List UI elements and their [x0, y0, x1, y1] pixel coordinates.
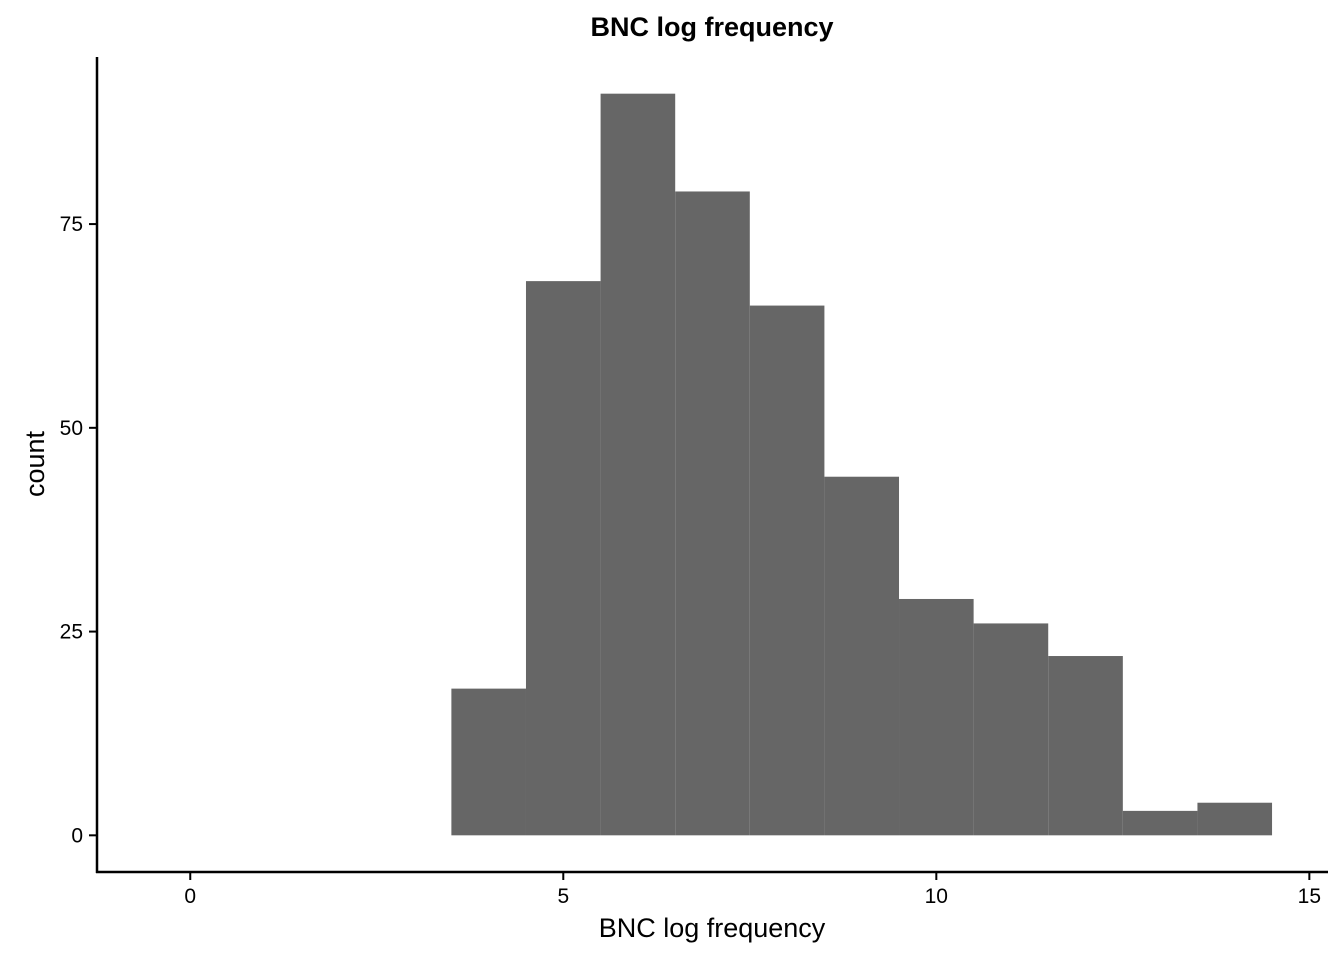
y-axis-label: count: [20, 430, 50, 497]
bars-group: [451, 93, 1273, 836]
histogram-bar-0: [451, 688, 526, 836]
y-tick-label-50: 50: [60, 417, 83, 440]
x-axis: 0 5 10 15: [96, 870, 1328, 908]
y-tick-label-25: 25: [60, 621, 83, 644]
histogram-bar-8: [1048, 656, 1123, 836]
histogram-bar-5: [824, 476, 900, 836]
x-tick-label-15: 15: [1298, 885, 1321, 908]
x-tick-label-10: 10: [925, 885, 948, 908]
x-axis-label: BNC log frequency: [599, 913, 826, 943]
x-tick-label-0: 0: [184, 885, 196, 908]
histogram-bar-3: [675, 191, 750, 836]
histogram-bar-9: [1122, 810, 1198, 836]
histogram-bar-10: [1197, 802, 1273, 836]
x-tick-label-5: 5: [557, 885, 569, 908]
histogram-bar-2: [600, 93, 676, 836]
histogram-bar-1: [525, 281, 601, 836]
y-tick-label-0: 0: [71, 824, 83, 847]
histogram-bar-4: [749, 305, 825, 836]
histogram-bar-7: [973, 623, 1049, 836]
y-axis: 0 25 50 75: [60, 57, 99, 873]
y-tick-label-75: 75: [60, 213, 83, 236]
histogram-bar-6: [899, 598, 974, 836]
chart-title: BNC log frequency: [590, 12, 833, 42]
